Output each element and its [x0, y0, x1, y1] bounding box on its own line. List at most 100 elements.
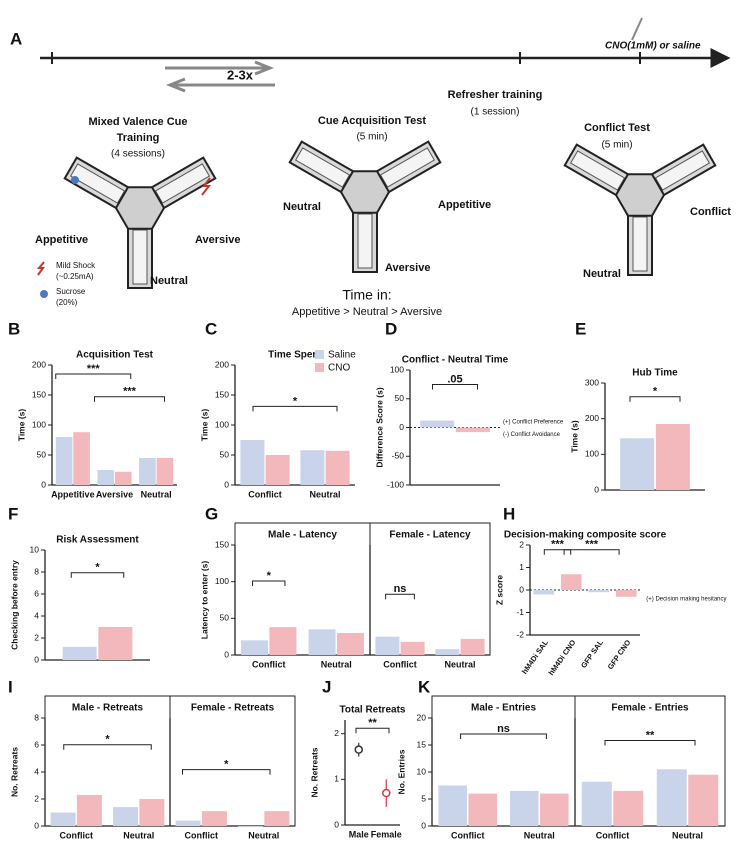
y-tick-label: 100	[32, 419, 46, 429]
annotation: (+) Conflict Preference	[503, 419, 564, 425]
y-tick-label: -100	[387, 479, 404, 489]
y-tick-label: 6	[34, 588, 39, 598]
y-tick-label: -2	[516, 629, 524, 639]
annotation: *	[267, 570, 272, 582]
y-tick-label: 0	[594, 484, 599, 494]
y-tick-label: 0	[399, 422, 404, 432]
repeat-label: 2-3x	[227, 67, 254, 82]
chart-title: Time Spent	[268, 350, 322, 361]
x-tick-label: Neutral	[321, 659, 352, 669]
x-tick-label: GFP CNO	[606, 638, 633, 671]
bracket	[55, 373, 132, 379]
bar	[509, 790, 539, 826]
arm-label: Aversive	[195, 234, 240, 246]
bracket	[563, 549, 620, 555]
annotation: ***	[551, 539, 565, 551]
chart-title: Hub Time	[632, 368, 678, 379]
bracket	[94, 396, 165, 402]
panel-letter: G	[205, 504, 218, 523]
annotation: ***	[585, 539, 599, 551]
x-tick-label: Neutral	[123, 830, 154, 840]
arm-label: Neutral	[283, 201, 321, 213]
y-tick-label: 2	[34, 632, 39, 642]
bar	[156, 458, 174, 485]
y-axis-label: No. Retreats	[9, 747, 19, 797]
bracket	[604, 739, 696, 746]
x-tick-label: Neutral	[248, 830, 279, 840]
drug-label: CNO(1mM) or saline	[605, 41, 701, 52]
y-tick-label: 150	[32, 389, 46, 399]
annotation: *	[224, 759, 229, 771]
y-tick-label: 10	[417, 766, 427, 776]
y-tick-label: 100	[215, 419, 229, 429]
step-detail: (5 min)	[356, 132, 387, 143]
bracket	[629, 396, 681, 402]
step-title: Training	[117, 132, 160, 144]
step-detail: (4 sessions)	[111, 149, 165, 160]
bar	[325, 450, 350, 485]
panel-letter: J	[322, 677, 331, 696]
arm-label: Neutral	[150, 275, 188, 287]
bar	[98, 627, 133, 660]
step-detail: (5 min)	[601, 140, 632, 151]
arm-label: Appetitive	[35, 234, 88, 246]
bar	[238, 826, 264, 827]
y-axis-label: No. Retreats	[309, 747, 319, 797]
y-axis-label: Latency to enter (s)	[199, 561, 209, 640]
y-axis-label: Time (s)	[199, 409, 209, 442]
bar	[265, 455, 290, 485]
bar	[375, 636, 400, 655]
annotation: ***	[87, 363, 101, 375]
legend-text: (~0.25mA)	[56, 272, 94, 281]
x-tick-label: Neutral	[309, 489, 340, 499]
chart-title: Conflict - Neutral Time	[402, 355, 509, 366]
x-tick-label: hM4Di CNO	[546, 638, 577, 677]
bar	[688, 774, 719, 826]
y-tick-label: 0	[519, 584, 524, 594]
y-tick-label: 2	[34, 793, 39, 803]
y-axis-label: Difference Score (s)	[374, 387, 384, 467]
x-tick-label: Conflict	[60, 830, 94, 840]
shock-icon	[36, 261, 45, 276]
y-axis-label: Z score	[494, 575, 504, 606]
bracket	[543, 549, 572, 555]
time-order: Appetitive > Neutral > Aversive	[292, 306, 442, 318]
repeat-arrows	[165, 60, 275, 93]
syringe-icon	[631, 17, 643, 41]
legend-text: (20%)	[56, 298, 78, 307]
y-tick-label: 0	[334, 819, 339, 829]
bar	[76, 794, 102, 826]
bar	[269, 627, 297, 655]
panel-letter: A	[10, 29, 22, 48]
bar	[656, 769, 687, 826]
chart-title: Total Retreats	[340, 705, 406, 716]
bar	[308, 629, 336, 655]
y-tick-label: 4	[34, 766, 39, 776]
bracket	[182, 769, 271, 775]
annotation: *	[105, 734, 110, 746]
y-tick-label: 8	[34, 566, 39, 576]
bar	[539, 793, 569, 826]
panel-letter: F	[8, 504, 18, 523]
bar	[113, 807, 139, 826]
y-axis-label: Checking before entry	[9, 560, 19, 650]
bar	[114, 471, 132, 485]
bar	[468, 793, 498, 826]
bar	[62, 646, 97, 660]
annotation: ***	[123, 386, 137, 398]
bar	[613, 790, 644, 826]
x-tick-label: Conflict	[383, 659, 417, 669]
x-tick-label: Conflict	[451, 830, 485, 840]
x-tick-label: Conflict	[596, 830, 630, 840]
bar	[588, 590, 610, 593]
panel-letter: E	[575, 319, 586, 338]
y-tick-label: 100	[390, 364, 404, 374]
annotation: **	[646, 729, 655, 741]
point	[354, 745, 363, 754]
y-tick-label: 6	[34, 739, 39, 749]
chart-title: Female - Entries	[611, 703, 689, 714]
bracket	[63, 744, 152, 750]
y-tick-label: 50	[37, 449, 47, 459]
bracket	[460, 733, 547, 739]
x-tick-label: Conflict	[248, 489, 282, 499]
